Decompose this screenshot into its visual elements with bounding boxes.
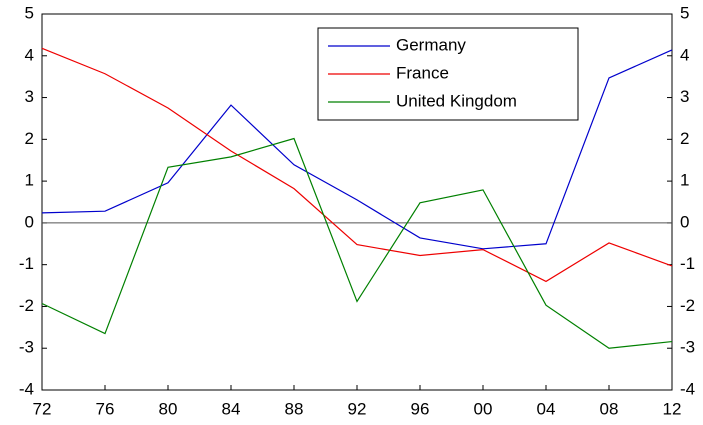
y-tick-label: 3 <box>25 87 34 106</box>
y-tick-label: 2 <box>25 129 34 148</box>
series-line <box>41 47 673 283</box>
legend-label: United Kingdom <box>396 91 517 110</box>
y-tick-label: 4 <box>25 45 34 64</box>
legend-label: Germany <box>396 35 466 54</box>
y-tick-label: -1 <box>19 254 34 273</box>
legend-box <box>317 27 579 121</box>
y2-tick-label: 0 <box>680 212 689 231</box>
x-tick-label: 84 <box>222 399 241 418</box>
y2-tick-label: 5 <box>680 3 689 22</box>
y2-tick-label: 3 <box>680 87 689 106</box>
y-tick-label: -2 <box>19 296 34 315</box>
series-line <box>41 137 673 349</box>
x-tick-label: 96 <box>411 399 430 418</box>
y-tick-label: 0 <box>25 212 34 231</box>
x-tick-label: 88 <box>285 399 304 418</box>
legend-label: France <box>396 63 449 82</box>
y-tick-label: 1 <box>25 171 34 190</box>
y2-tick-label: -4 <box>680 379 695 398</box>
y2-tick-label: -1 <box>680 254 695 273</box>
y2-tick-label: 2 <box>680 129 689 148</box>
x-tick-label: 12 <box>663 399 682 418</box>
x-tick-label: 04 <box>537 399 556 418</box>
series-line <box>41 49 673 250</box>
x-tick-label: 80 <box>159 399 178 418</box>
x-tick-label: 00 <box>474 399 493 418</box>
y2-tick-label: 4 <box>680 45 689 64</box>
x-tick-label: 76 <box>96 399 115 418</box>
x-tick-label: 92 <box>348 399 367 418</box>
y2-tick-label: 1 <box>680 171 689 190</box>
y-tick-label: 5 <box>25 3 34 22</box>
y2-tick-label: -3 <box>680 338 695 357</box>
y-tick-label: -4 <box>19 379 34 398</box>
y-tick-label: -3 <box>19 338 34 357</box>
x-tick-label: 72 <box>33 399 52 418</box>
y2-tick-label: -2 <box>680 296 695 315</box>
x-tick-label: 08 <box>600 399 619 418</box>
